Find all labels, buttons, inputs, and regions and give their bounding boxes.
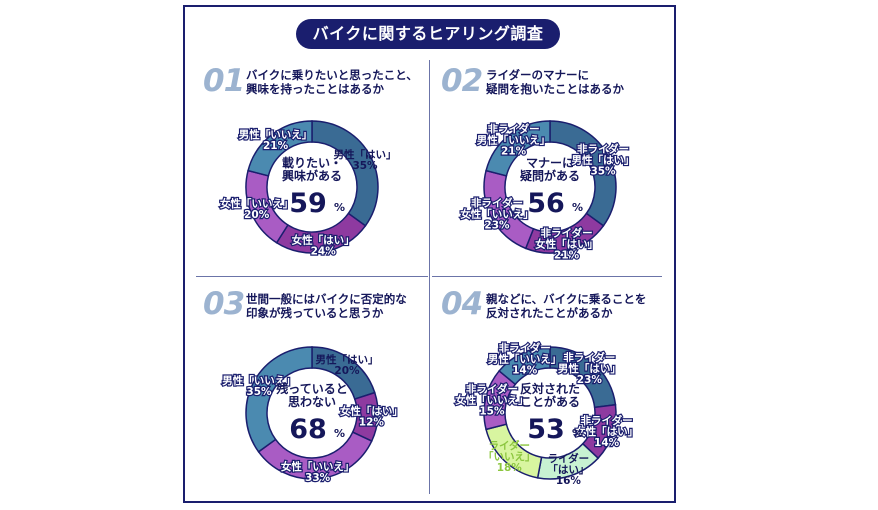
center-value: 56	[527, 188, 565, 219]
question-number: 02	[441, 63, 483, 99]
donut-chart: 非ライダー男性「はい」 35% 非ライダー女性「はい」 21%非ライダー女性「いいえ」…	[459, 120, 636, 263]
slice-label: 非ライダー男性「いいえ」 21%	[477, 122, 551, 157]
slice-label: 女性「はい」 24%	[292, 233, 355, 257]
divider-vertical	[429, 60, 430, 494]
center-value: 68	[289, 414, 327, 445]
slice-label: 非ライダー女性「いいえ」 23%	[460, 197, 534, 232]
slice-label: 女性「いいえ」 20%	[220, 197, 294, 221]
slice-label: 女性「いいえ」 33%	[281, 460, 355, 484]
donut-slice	[247, 120, 313, 177]
center-caption: マナーに疑問がある	[520, 156, 580, 183]
donut-chart: 男性「はい」 20% 女性「はい」 12% 女性「いいえ」 33% 男性「いいえ」 35% 残っ…	[221, 346, 404, 485]
center-unit: %	[572, 427, 583, 440]
center-unit: %	[334, 427, 345, 440]
center-value: 59	[289, 188, 327, 219]
divider-horizontal-left	[196, 276, 428, 277]
question-number: 04	[441, 286, 483, 322]
center-caption: 載りたい・興味がある	[282, 155, 342, 183]
slice-label: 非ライダー女性「はい」 14%	[575, 414, 638, 449]
center-value: 53	[527, 414, 565, 445]
question-text: ライダーのマナーに 疑問を抱いたことはあるか	[486, 68, 624, 96]
question-number: 03	[203, 286, 245, 322]
question-text: 親などに、バイクに乗ることを 反対されたことがあるか	[486, 292, 647, 320]
slice-label: 非ライダー女性「はい」 21%	[535, 227, 598, 262]
donut-slice	[245, 346, 313, 453]
donut-slice	[498, 346, 551, 386]
slice-label: 非ライダー男性「いいえ」 14%	[488, 342, 562, 377]
slice-label: 非ライダー男性「はい」 35%	[572, 142, 635, 177]
center-unit: %	[572, 201, 583, 214]
slice-label: 非ライダー女性「いいえ」 15%	[455, 383, 529, 418]
center-caption: 残っていると思わない	[276, 381, 347, 409]
divider-horizontal-right	[432, 276, 662, 277]
slice-label: 男性「はい」 20%	[315, 353, 378, 377]
question-text: バイクに乗りたいと思ったこと、 興味を持ったことはあるか	[246, 68, 418, 96]
slice-label: 男性「いいえ」 21%	[239, 128, 313, 152]
slice-label: ライダー「はい」 16%	[547, 452, 589, 487]
center-caption: 反対されたことがある	[520, 381, 580, 409]
donut-chart: 男性「はい」 35% 女性「はい」 24% 女性「いいえ」 20% 男性「いいえ」 21% 載り…	[219, 120, 397, 259]
slice-label: 男性「いいえ」 35%	[222, 374, 296, 398]
donut-chart: 非ライダー男性「はい」 23% 非ライダー女性「はい」 14%ライダー「はい」 16% ラ…	[454, 340, 639, 487]
question-number: 01	[203, 63, 245, 99]
donut-slice	[485, 120, 551, 177]
slice-label: 非ライダー男性「はい」 23%	[558, 351, 621, 386]
center-unit: %	[334, 201, 345, 214]
slice-label: 男性「はい」 35%	[334, 148, 397, 172]
page-title: バイクに関するヒアリング調査	[296, 19, 560, 49]
question-text: 世間一般にはバイクに否定的な 印象が残っていると思うか	[246, 292, 407, 320]
slice-label: ライダー「いいえ」 18%	[483, 439, 536, 474]
slice-label: 女性「はい」 12%	[340, 405, 403, 429]
